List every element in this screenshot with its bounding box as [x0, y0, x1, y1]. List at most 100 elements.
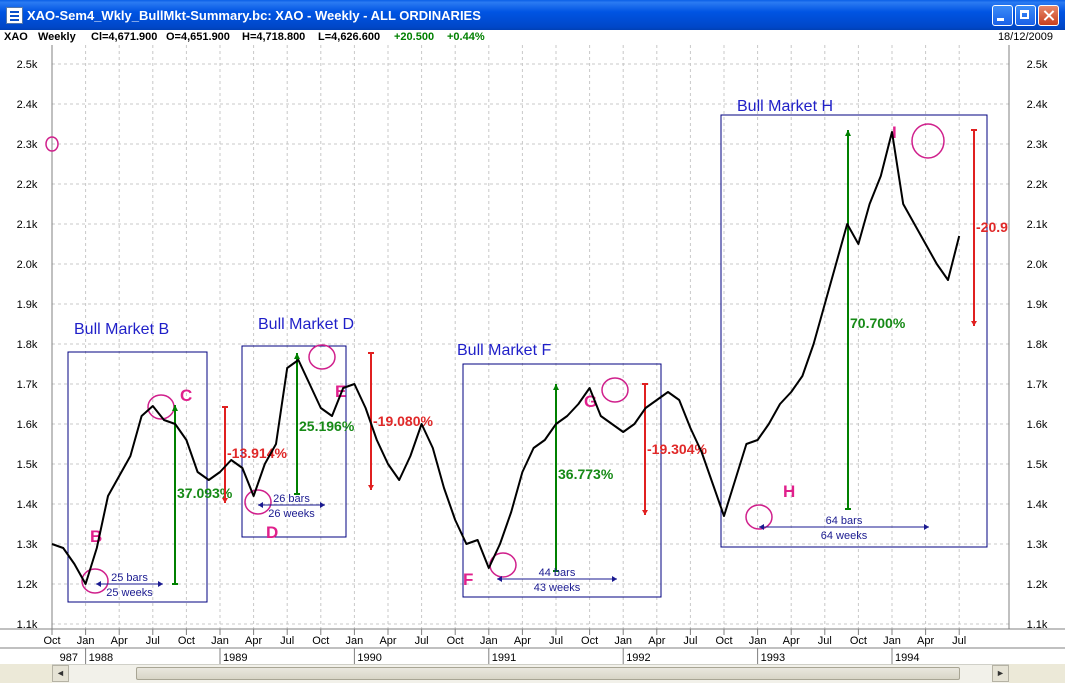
- price-line-series: [51, 131, 961, 585]
- rise-arrow-icon: [553, 384, 559, 390]
- app-icon: [6, 7, 23, 24]
- y-axis-labels: 1.1k 1.1k 1.2k 1.2k 1.3k 1.3k 1.4k 1.4k 1.5k 1.5k…: [17, 59, 1048, 631]
- y-tick-label-left: 1.7k: [17, 379, 38, 391]
- x-tick-label: Oct: [447, 635, 464, 647]
- duration-bars-label: 26 bars: [273, 493, 310, 505]
- rise-percent-label: 36.773%: [558, 466, 614, 482]
- x-tick-label: Jul: [280, 635, 294, 647]
- scroll-thumb[interactable]: [136, 667, 960, 680]
- scroll-left-arrow-icon[interactable]: ◄: [52, 665, 69, 682]
- x-tick-label: Apr: [379, 635, 396, 647]
- x-tick-label: Jan: [480, 635, 498, 647]
- fall-percent-label: -19.080%: [373, 413, 433, 429]
- y-tick-label-left: 1.6k: [17, 419, 38, 431]
- pivot-label: E: [335, 382, 346, 401]
- change-value: +20.500: [394, 31, 435, 43]
- y-tick-label-right: 2.5k: [1027, 59, 1048, 71]
- pivot-label: F: [463, 570, 473, 589]
- change-percent: +0.44%: [447, 31, 485, 43]
- bull-market-box: [241, 345, 347, 538]
- x-tick-label: Oct: [43, 635, 60, 647]
- x-tick-label: Jul: [683, 635, 697, 647]
- rise-percent-label: 25.196%: [299, 418, 355, 434]
- rise-arrow-icon: [845, 130, 851, 136]
- x-tick-label: Jan: [614, 635, 632, 647]
- scroll-right-arrow-icon[interactable]: ►: [992, 665, 1009, 682]
- rise-arrow-icon: [172, 405, 178, 411]
- pivot-label: I: [892, 123, 897, 142]
- rise-percent-label: 37.093%: [177, 485, 233, 501]
- y-tick-label-right: 1.5k: [1027, 459, 1048, 471]
- y-tick-label-right: 1.1k: [1027, 619, 1048, 631]
- y-tick-label-left: 2.1k: [17, 219, 38, 231]
- low-value: L=4,626.600: [318, 31, 381, 43]
- price-chart[interactable]: 1.1k 1.1k 1.2k 1.2k 1.3k 1.3k 1.4k 1.4k 1.5k 1.5k…: [0, 45, 1065, 664]
- open-value: O=4,651.900: [166, 31, 230, 43]
- pivot-circle: [745, 504, 773, 530]
- y-tick-label-right: 2.0k: [1027, 259, 1048, 271]
- y-tick-label-left: 2.5k: [17, 59, 38, 71]
- x-tick-label: Jul: [415, 635, 429, 647]
- y-tick-label-left: 1.8k: [17, 339, 38, 351]
- horizontal-scrollbar[interactable]: ◄ ►: [52, 664, 1009, 683]
- x-tick-label: Jul: [952, 635, 966, 647]
- duration-bars-label: 25 bars: [111, 572, 148, 584]
- y-tick-label-right: 2.2k: [1027, 179, 1048, 191]
- x-tick-label: Jul: [818, 635, 832, 647]
- fall-arrow-icon: [222, 498, 228, 503]
- duration-bars-label: 64 bars: [826, 515, 863, 527]
- symbol-label: XAO: [4, 31, 28, 43]
- pivot-label: C: [180, 386, 192, 405]
- x-tick-label: Apr: [917, 635, 934, 647]
- y-tick-label-right: 2.1k: [1027, 219, 1048, 231]
- y-tick-label-left: 2.3k: [17, 139, 38, 151]
- edge-marker: [45, 136, 59, 152]
- year-label: 987: [60, 652, 78, 664]
- close-value: Cl=4,671.900: [91, 31, 158, 43]
- x-tick-label: Jan: [211, 635, 229, 647]
- duration-arrow-icon: [320, 502, 325, 508]
- duration-arrow-icon: [924, 524, 929, 530]
- x-tick-label: Jul: [549, 635, 563, 647]
- y-tick-label-left: 1.9k: [17, 299, 38, 311]
- y-tick-label-left: 2.2k: [17, 179, 38, 191]
- y-tick-label-right: 1.7k: [1027, 379, 1048, 391]
- bull-market-label: Bull Market F: [457, 342, 551, 359]
- pivot-circle: [911, 123, 945, 159]
- year-label: 1988: [89, 652, 113, 664]
- x-tick-label: Jan: [346, 635, 364, 647]
- close-button[interactable]: [1038, 5, 1059, 26]
- y-tick-label-left: 1.3k: [17, 539, 38, 551]
- duration-weeks-label: 64 weeks: [821, 530, 868, 542]
- duration-weeks-label: 26 weeks: [268, 508, 315, 520]
- duration-bars-label: 44 bars: [539, 567, 576, 579]
- x-tick-label: Jan: [749, 635, 767, 647]
- bull-market-label: Bull Market H: [737, 98, 833, 115]
- y-tick-label-right: 2.4k: [1027, 99, 1048, 111]
- x-tick-label: Oct: [178, 635, 195, 647]
- fall-percent-label: -13.914%: [227, 445, 287, 461]
- x-tick-label: Oct: [312, 635, 329, 647]
- rise-percent-label: 70.700%: [850, 315, 906, 331]
- pivot-circle: [81, 568, 109, 594]
- y-tick-label-left: 1.4k: [17, 499, 38, 511]
- pivot-circle: [601, 377, 629, 403]
- y-tick-label-left: 1.2k: [17, 579, 38, 591]
- minimize-button[interactable]: [992, 5, 1013, 26]
- x-tick-label: Apr: [648, 635, 665, 647]
- year-label: 1993: [761, 652, 785, 664]
- quote-info-bar: XAO Weekly Cl=4,671.900 O=4,651.900 H=4,…: [0, 30, 1065, 45]
- duration-weeks-label: 25 weeks: [106, 587, 153, 599]
- year-label: 1990: [357, 652, 381, 664]
- fall-arrow-icon: [971, 321, 977, 326]
- fall-arrow-icon: [368, 485, 374, 490]
- year-label: 1991: [492, 652, 516, 664]
- year-label: 1994: [895, 652, 919, 664]
- y-tick-label-right: 1.6k: [1027, 419, 1048, 431]
- bull-market-label: Bull Market B: [74, 321, 169, 338]
- x-axis: Oct Jan Apr Jul Oct Jan Apr Jul Oct Jan Apr Jul Oct J…: [0, 628, 1065, 664]
- y-tick-label-left: 1.1k: [17, 619, 38, 631]
- bull-market-label: Bull Market D: [258, 316, 354, 333]
- maximize-button[interactable]: [1015, 5, 1036, 26]
- y-tick-label-left: 2.0k: [17, 259, 38, 271]
